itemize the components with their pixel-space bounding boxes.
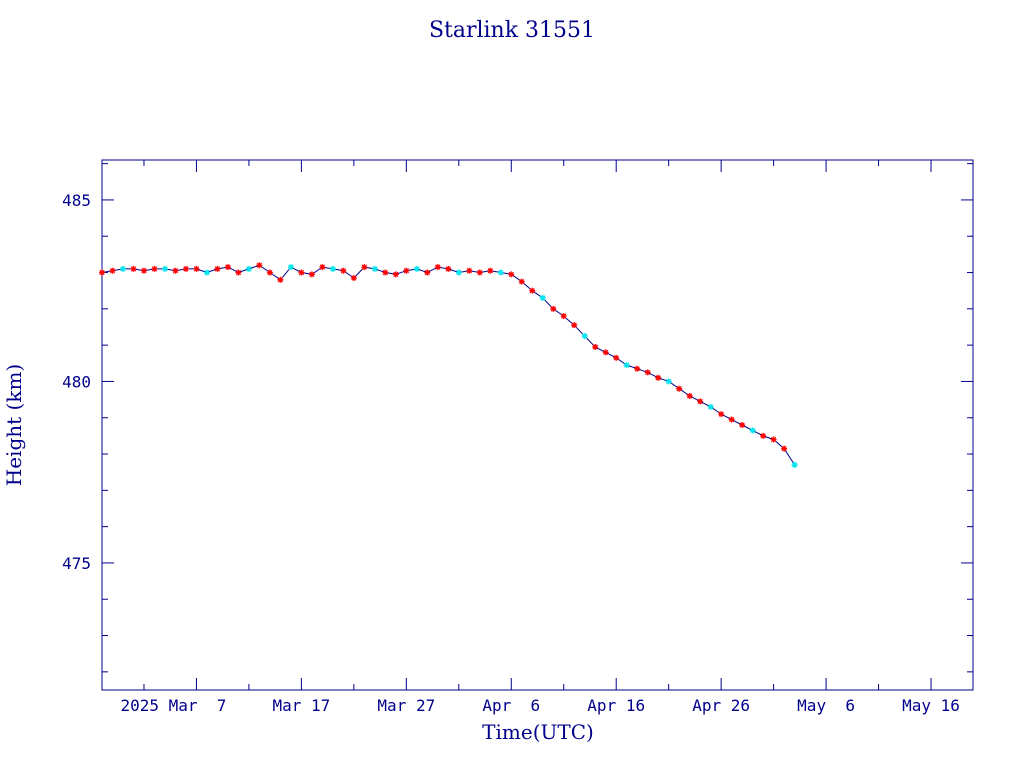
data-point (350, 274, 357, 281)
data-point (770, 436, 777, 443)
data-point (686, 392, 693, 399)
x-tick-label: 2025 Mar 7 (120, 696, 226, 715)
data-point (371, 265, 378, 272)
data-point (392, 271, 399, 278)
x-tick-label: Apr 6 (482, 696, 540, 715)
data-point (508, 271, 515, 278)
data-point (487, 267, 494, 274)
data-point (161, 265, 168, 272)
data-point (193, 265, 200, 272)
series-line (101, 264, 796, 466)
data-point (182, 265, 189, 272)
x-axis-label: Time(UTC) (482, 720, 594, 744)
data-point (676, 385, 683, 392)
y-axis-label: Height (km) (2, 364, 26, 486)
data-point (760, 432, 767, 439)
data-point (172, 267, 179, 274)
x-tick-label: Mar 27 (377, 696, 435, 715)
data-point (644, 369, 651, 376)
data-point (203, 269, 210, 276)
data-point (319, 264, 326, 271)
data-point (340, 267, 347, 274)
data-point (665, 378, 672, 385)
data-point (245, 265, 252, 272)
data-point (413, 265, 420, 272)
data-point (329, 265, 336, 272)
data-point (119, 265, 126, 272)
data-point (403, 267, 410, 274)
data-point (214, 265, 221, 272)
data-point (466, 267, 473, 274)
data-point (592, 343, 599, 350)
data-point (298, 269, 305, 276)
x-tick-label: May 16 (902, 696, 960, 715)
y-tick-labels: 475 480 485 (62, 191, 91, 573)
data-point (99, 269, 105, 276)
data-point (361, 264, 368, 271)
data-point (497, 269, 504, 276)
data-point (224, 264, 231, 271)
data-point (613, 354, 620, 361)
data-point (256, 262, 263, 269)
data-point (266, 269, 273, 276)
data-point (581, 333, 588, 340)
chart-title: Starlink 31551 (429, 18, 595, 43)
axis-ticks (102, 160, 973, 690)
y-tick-label: 485 (62, 191, 91, 210)
x-tick-label: Apr 26 (692, 696, 750, 715)
data-point (697, 398, 704, 405)
data-point (235, 269, 242, 276)
data-point (707, 403, 714, 410)
data-point (749, 427, 756, 434)
data-point (602, 349, 609, 356)
x-tick-label: Mar 17 (272, 696, 330, 715)
data-point (550, 305, 557, 312)
data-point (539, 294, 546, 301)
data-point (308, 271, 315, 278)
x-tick-label: Apr 16 (587, 696, 645, 715)
data-point (623, 362, 630, 369)
data-point (476, 269, 483, 276)
data-point (277, 276, 284, 283)
data-point (434, 264, 441, 271)
data-point (287, 264, 294, 271)
x-tick-labels: 2025 Mar 7 Mar 17 Mar 27 Apr 6 Apr 16 Apr 26 M… (120, 696, 959, 715)
data-point (728, 416, 735, 423)
data-point (109, 267, 116, 274)
plot-frame (101, 159, 974, 691)
data-point (781, 445, 788, 452)
data-point (130, 265, 137, 272)
data-point (560, 313, 567, 320)
data-point (455, 269, 462, 276)
data-point (382, 269, 389, 276)
y-tick-label: 480 (62, 372, 91, 391)
data-point (791, 461, 798, 468)
data-point (718, 411, 725, 418)
data-point (655, 374, 662, 381)
y-tick-label: 475 (62, 554, 91, 573)
data-point (739, 422, 746, 428)
data-point (424, 269, 431, 276)
data-point (445, 265, 452, 272)
data-point (151, 265, 158, 272)
series-height (99, 262, 798, 468)
data-point (529, 287, 536, 294)
data-point (518, 278, 525, 285)
data-point (634, 365, 641, 372)
data-point (140, 267, 147, 274)
data-point (571, 322, 578, 329)
x-tick-label: May 6 (797, 696, 855, 715)
